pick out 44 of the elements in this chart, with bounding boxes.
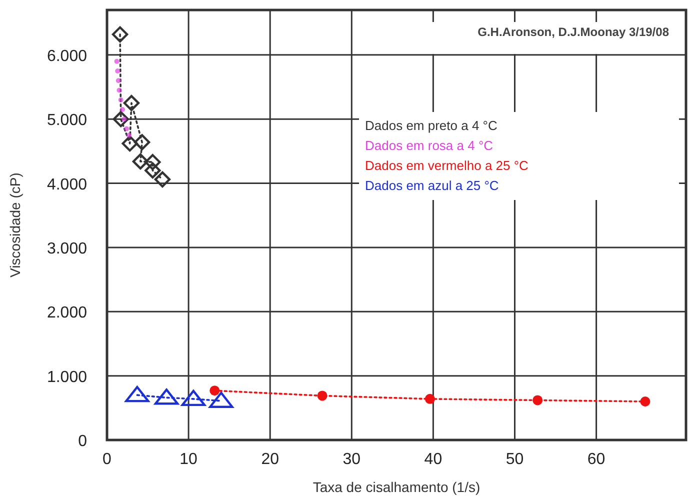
text: Dados em preto a 4 °C: [365, 118, 498, 133]
x-tick-label: 20: [261, 451, 280, 468]
point: [112, 111, 129, 128]
point: [114, 58, 120, 64]
point: [120, 106, 125, 112]
y-tick-label: 6.000: [46, 48, 88, 65]
y-tick-label: 1.000: [46, 368, 88, 386]
point: [115, 68, 120, 74]
point: [144, 154, 161, 170]
x-tick-label: 50: [506, 451, 524, 468]
point: [154, 171, 171, 188]
y-axis-title: Viscosidade (cP): [7, 172, 23, 278]
x-tick-label: 60: [587, 451, 606, 468]
x-tick-label: 0: [102, 451, 112, 468]
y-tick-label: 0: [78, 433, 88, 450]
point: [122, 116, 127, 122]
y-tick-label: 3.000: [46, 240, 88, 258]
point: [132, 153, 149, 170]
point: [123, 94, 140, 112]
point: [424, 394, 435, 404]
x-tick-label: 10: [180, 451, 198, 468]
point: [116, 78, 121, 84]
x-axis-title: Taxa de cisalhamento (1/s): [312, 479, 480, 495]
point: [210, 386, 220, 396]
point: [112, 26, 128, 42]
point: [122, 135, 138, 152]
point: [317, 390, 328, 401]
x-tick-label: 40: [424, 451, 442, 468]
y-tick-label: 4.000: [46, 176, 88, 194]
point: [126, 132, 132, 138]
text: Dados em rosa a 4 °C: [365, 138, 494, 153]
point: [640, 396, 650, 406]
annotation: G.H.Aronson, D.J.Moonay 3/19/08: [478, 25, 670, 39]
point: [532, 395, 543, 406]
text: Dados em azul a 25 °C: [365, 178, 499, 193]
point: [116, 88, 122, 93]
point: [144, 162, 161, 179]
y-tick-label: 2.000: [46, 304, 88, 322]
point: [124, 126, 130, 132]
point: [118, 97, 124, 102]
y-tick-label: 5.000: [46, 112, 88, 130]
x-tick-label: 30: [342, 451, 361, 468]
point: [134, 134, 150, 150]
text: Dados em vermelho a 25 °C: [365, 158, 528, 173]
